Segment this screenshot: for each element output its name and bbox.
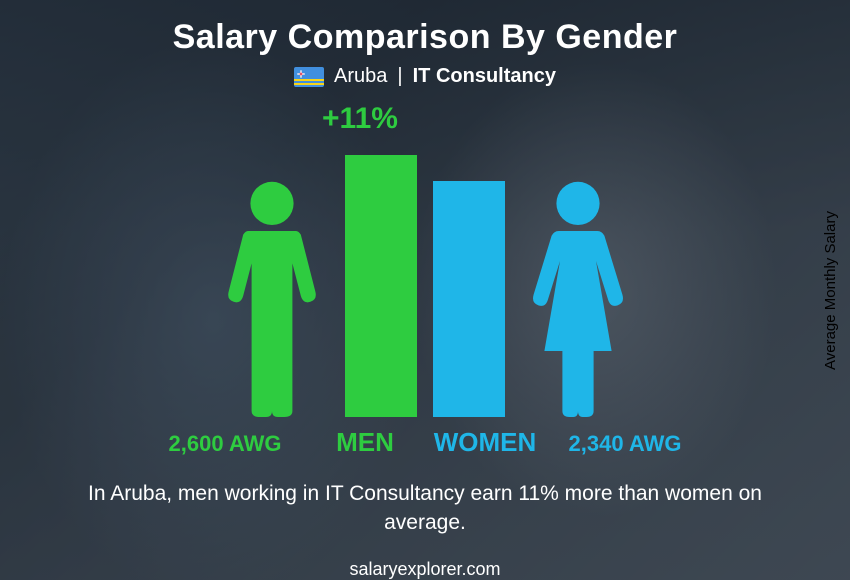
- male-gender-label: MEN: [305, 427, 425, 458]
- male-bar: [345, 155, 417, 417]
- summary-text: In Aruba, men working in IT Consultancy …: [45, 480, 805, 537]
- female-bar-col: [433, 142, 505, 417]
- female-bar: [433, 181, 505, 417]
- percent-badge: +11%: [322, 102, 398, 136]
- flag-star-icon: [297, 70, 305, 78]
- female-person-icon: [513, 177, 643, 417]
- male-salary-label: 2,600 AWG: [145, 431, 305, 457]
- male-person-icon: [207, 177, 337, 417]
- chart-area: [105, 142, 745, 417]
- male-figure-col: [207, 142, 337, 417]
- divider-label: |: [397, 65, 402, 88]
- flag-icon: [294, 67, 324, 87]
- source-label: salaryexplorer.com: [349, 559, 500, 580]
- female-salary-label: 2,340 AWG: [545, 431, 705, 457]
- side-axis-label: Average Monthly Salary: [822, 211, 839, 370]
- field-label: IT Consultancy: [413, 65, 556, 88]
- male-bar-col: [345, 142, 417, 417]
- labels-row: 2,600 AWG MEN WOMEN 2,340 AWG: [105, 427, 745, 458]
- side-label-container: Average Monthly Salary: [810, 0, 850, 580]
- content-container: Salary Comparison By Gender Aruba | IT C…: [0, 0, 850, 580]
- page-title: Salary Comparison By Gender: [173, 18, 678, 57]
- flag-stripe-2: [294, 83, 324, 85]
- country-label: Aruba: [334, 65, 387, 88]
- flag-stripe-1: [294, 79, 324, 81]
- subtitle-row: Aruba | IT Consultancy: [294, 65, 556, 88]
- female-gender-label: WOMEN: [425, 427, 545, 458]
- female-figure-col: [513, 142, 643, 417]
